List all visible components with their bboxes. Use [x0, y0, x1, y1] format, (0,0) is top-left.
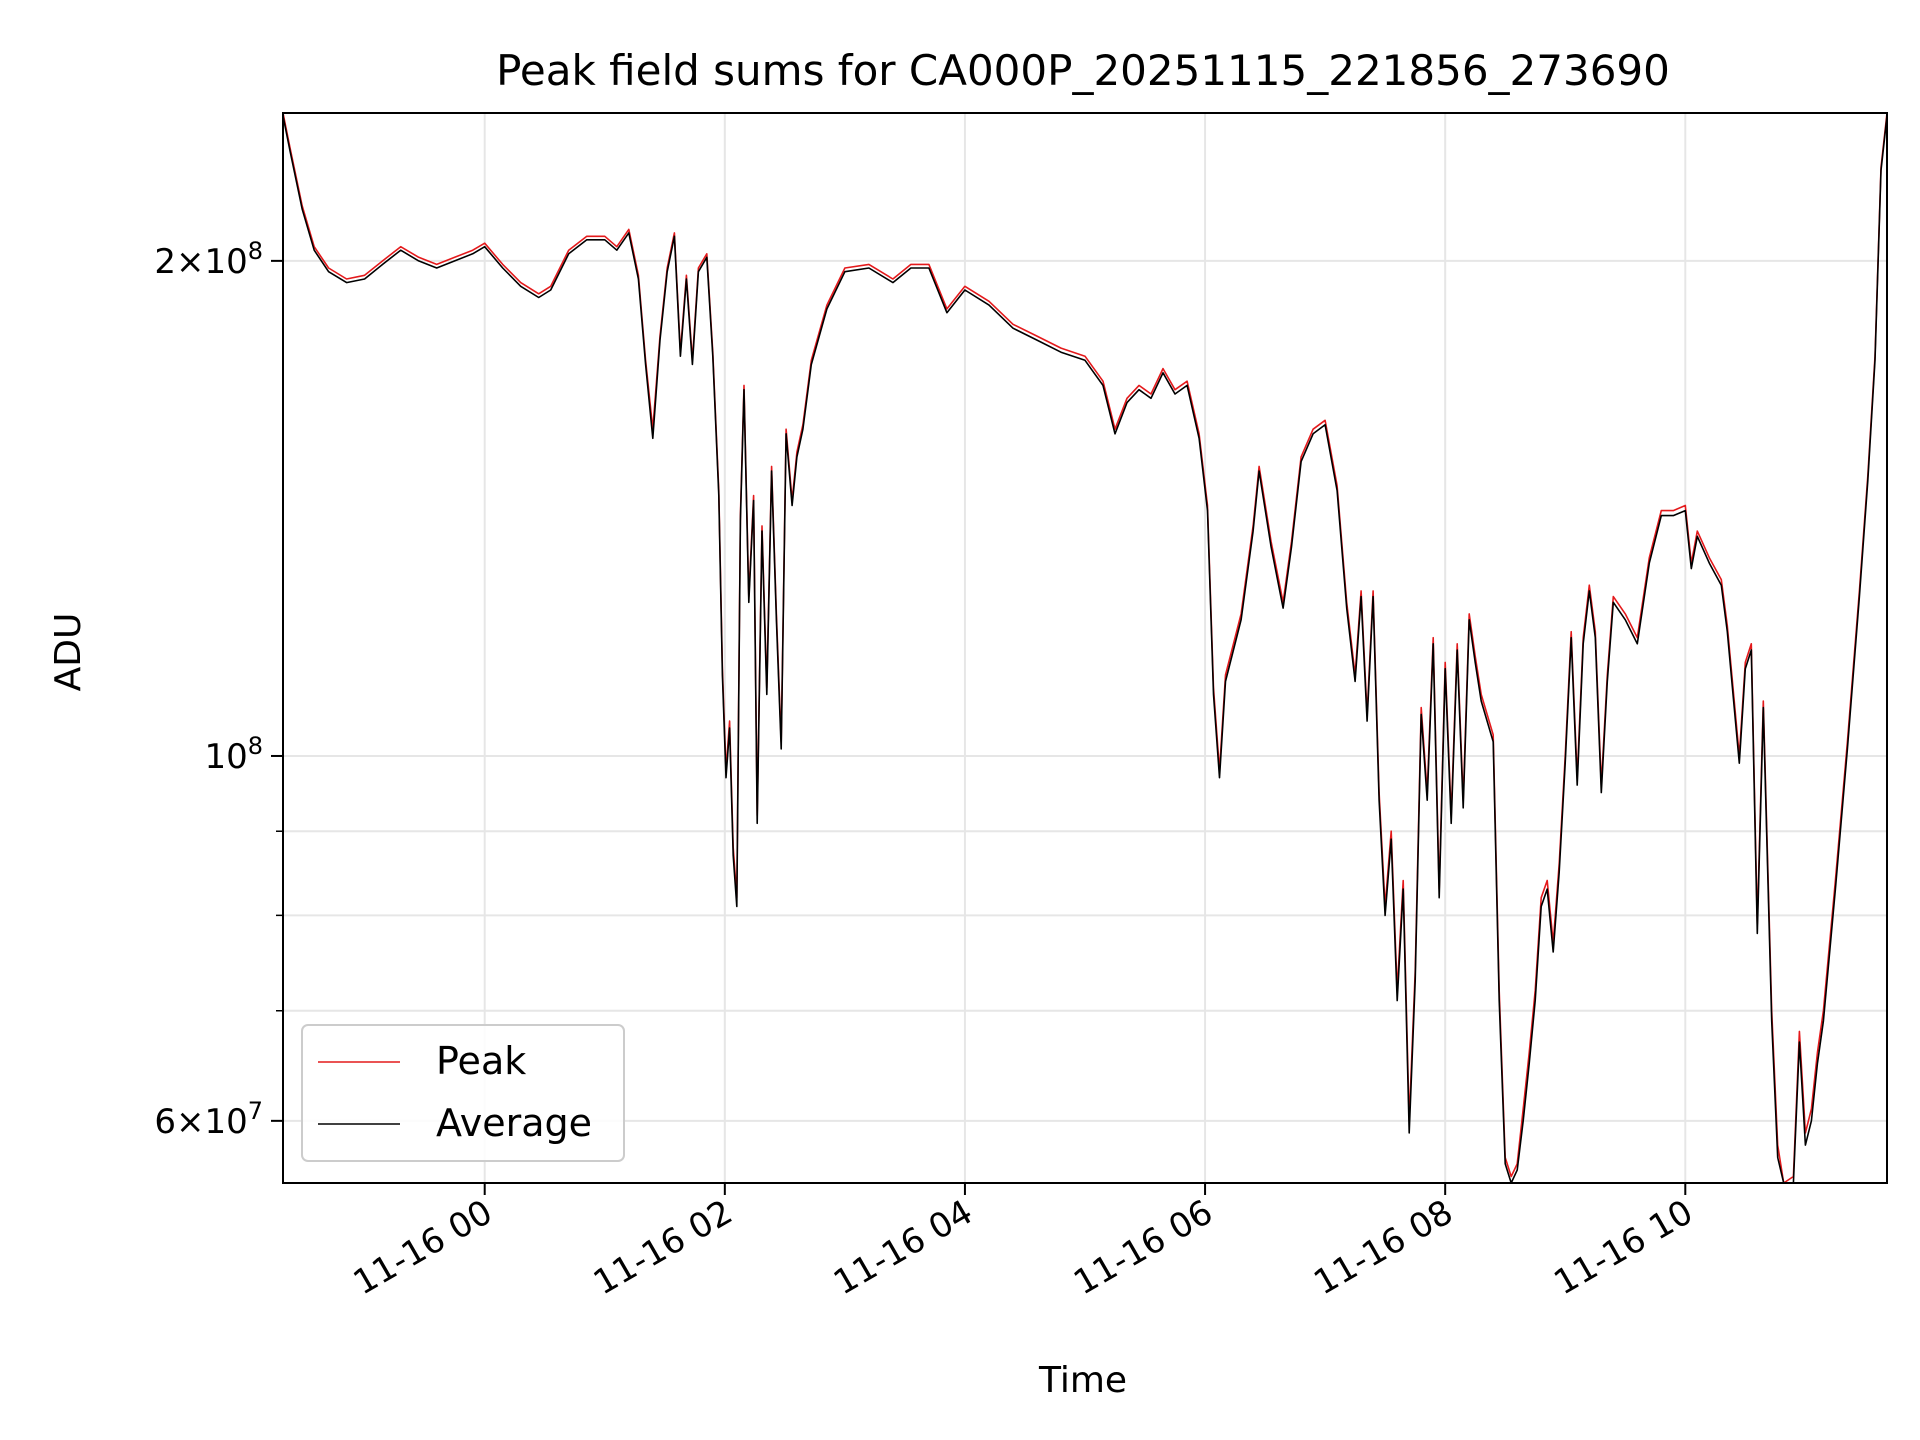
y-axis-title: ADU [48, 613, 89, 692]
legend-label-peak: Peak [436, 1039, 526, 1083]
plot-frame [282, 112, 1888, 1184]
series-line-average [283, 115, 1887, 1183]
y-tick-label: 2×108 [154, 237, 263, 282]
y-tick-base: 6×10 [154, 1102, 247, 1142]
y-tick-label: 6×107 [154, 1097, 263, 1142]
y-tick-exponent: 8 [248, 237, 263, 265]
x-axis-title: Time [1038, 1360, 1127, 1401]
y-tick-exponent: 7 [248, 1097, 263, 1125]
y-tick-label: 108 [204, 732, 263, 777]
legend-label-average: Average [436, 1101, 592, 1145]
chart-title: Peak field sums for CA000P_20251115_2218… [496, 46, 1670, 95]
y-tick-base: 2×10 [154, 242, 247, 282]
y-tick-base: 10 [204, 737, 247, 777]
y-tick-exponent: 8 [248, 732, 263, 760]
legend-box [301, 1024, 625, 1162]
legend: Peak Average [301, 1024, 625, 1162]
series-layer [283, 113, 1887, 1183]
